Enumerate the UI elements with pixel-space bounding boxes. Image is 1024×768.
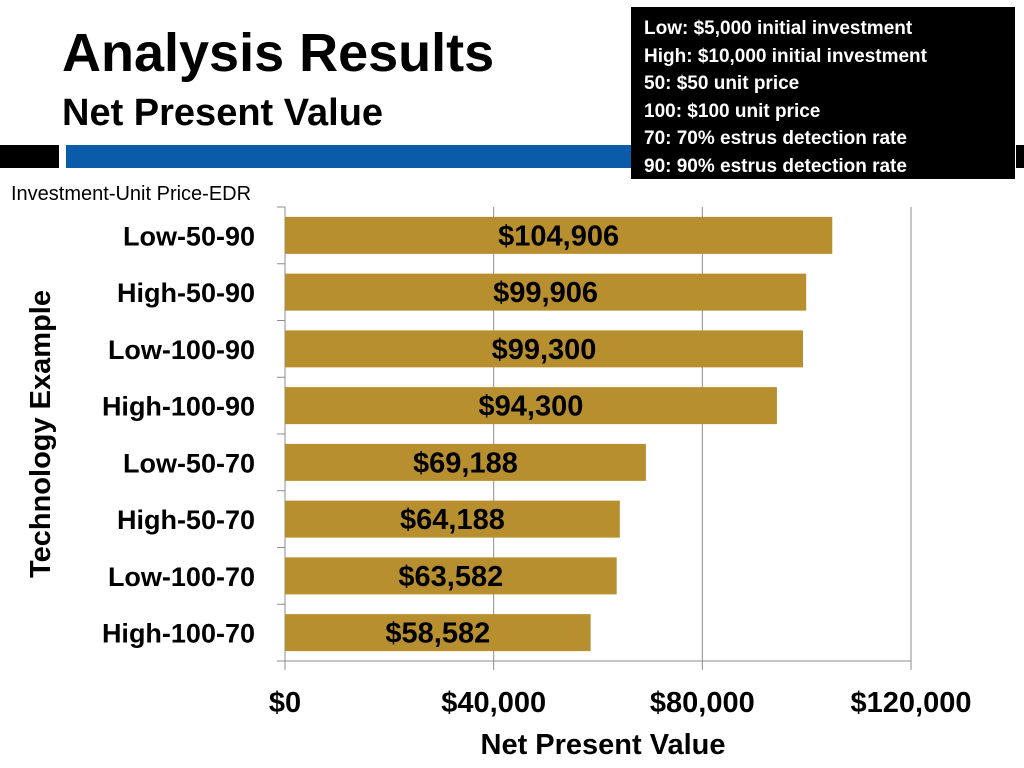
data-label-low-100-90: $99,300 xyxy=(492,334,597,366)
x-tick-label-0: $0 xyxy=(269,687,301,719)
x-tick-label-1: $40,000 xyxy=(441,687,546,719)
slide-title: Analysis Results xyxy=(62,23,495,83)
category-label-high-50-70: High-50-70 xyxy=(117,505,255,535)
bar-low-100-90 xyxy=(285,330,804,368)
legend-line-low: Low: $5,000 initial investment xyxy=(644,18,913,39)
bar-high-100-90 xyxy=(285,387,777,425)
data-label-high-100-70: $58,582 xyxy=(385,618,490,650)
bar-low-50-70 xyxy=(285,443,646,481)
slide-subtitle: Net Present Value xyxy=(62,92,384,134)
bar-high-50-70 xyxy=(285,500,620,538)
data-label-low-50-70: $69,188 xyxy=(413,447,518,479)
header-rule-blue xyxy=(66,145,632,168)
header-rule-black-right xyxy=(1016,145,1024,168)
data-label-high-50-90: $99,906 xyxy=(493,277,598,309)
category-label-low-100-90: Low-100-90 xyxy=(108,335,255,365)
category-label-low-50-70: Low-50-70 xyxy=(123,448,255,478)
category-label-high-100-70: High-100-70 xyxy=(102,619,255,649)
series-label: Investment-Unit Price-EDR xyxy=(11,183,252,205)
category-label-low-50-90: Low-50-90 xyxy=(123,221,255,251)
legend-line-70: 70: 70% estrus detection rate xyxy=(644,128,907,150)
x-tick-label-2: $80,000 xyxy=(650,687,755,719)
bar-low-100-70 xyxy=(285,557,617,595)
legend-line-100: 100: $100 unit price xyxy=(644,100,821,122)
x-axis-title: Net Present Value xyxy=(481,729,726,761)
legend-line-high: High: $10,000 initial investment xyxy=(644,45,927,67)
category-label-low-100-70: Low-100-70 xyxy=(108,562,255,592)
y-axis-title: Technology Example xyxy=(25,290,57,578)
bar-high-100-70 xyxy=(285,614,591,652)
legend-line-90: 90: 90% estrus detection rate xyxy=(644,155,907,177)
category-label-high-50-90: High-50-90 xyxy=(117,278,255,308)
x-tick-label-3: $120,000 xyxy=(851,687,972,719)
header-rule-black-left xyxy=(0,145,59,168)
legend-box: Low: $5,000 initial investment High: $10… xyxy=(631,7,1015,179)
bar-high-50-90 xyxy=(285,273,807,311)
data-label-high-100-90: $94,300 xyxy=(479,391,584,423)
category-label-high-100-90: High-100-90 xyxy=(102,392,255,422)
data-label-low-50-90: $104,906 xyxy=(498,220,619,252)
bar-low-50-90 xyxy=(285,216,833,254)
data-label-low-100-70: $63,582 xyxy=(398,561,503,593)
data-label-high-50-70: $64,188 xyxy=(400,504,505,536)
legend-line-50: 50: $50 unit price xyxy=(644,73,800,95)
